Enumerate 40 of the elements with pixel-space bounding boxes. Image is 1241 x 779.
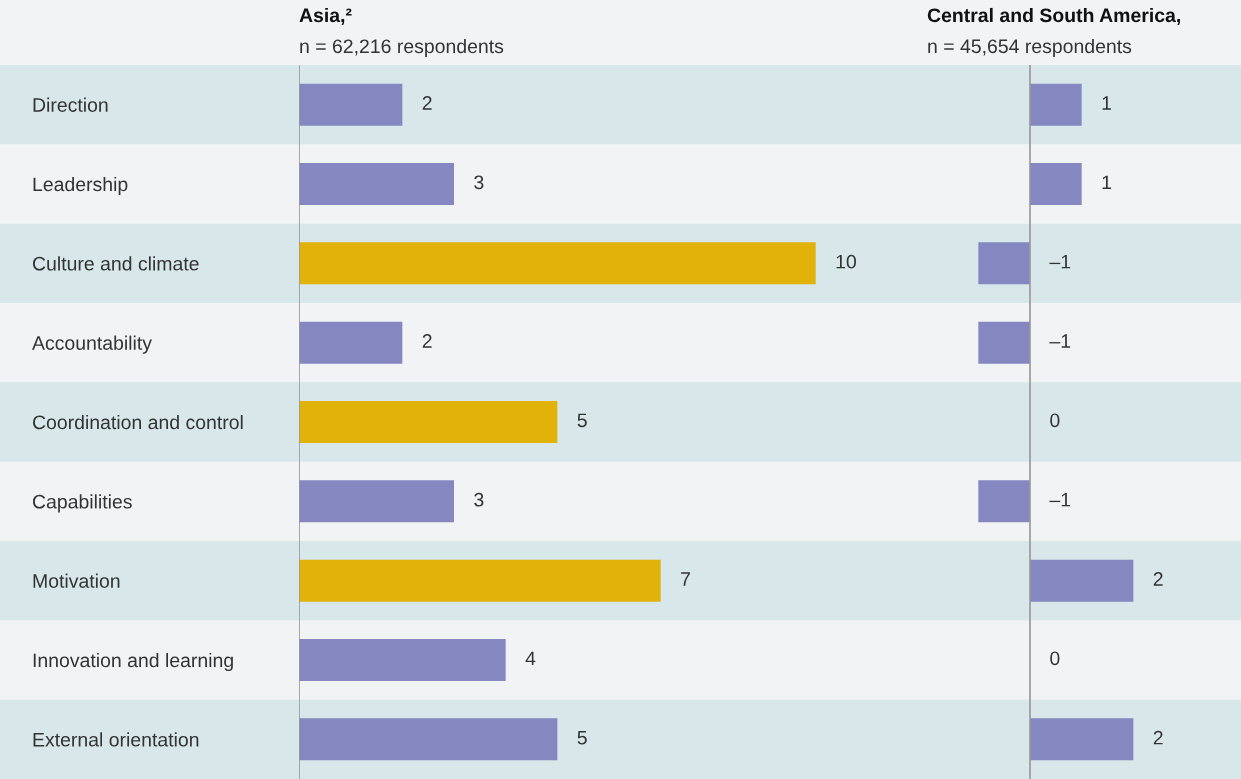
data-label: 2: [1153, 730, 1163, 745]
data-label: 7: [681, 572, 690, 586]
y-tick-label: Motivation: [33, 573, 120, 588]
data-label: 0: [1050, 413, 1060, 428]
bar: [299, 480, 454, 523]
y-tick-label: Direction: [33, 97, 108, 112]
bar: [299, 83, 403, 126]
chart-title: Central and South America,: [927, 7, 1180, 26]
data-label: 2: [422, 96, 432, 110]
bar: [299, 321, 403, 364]
data-label: –1: [1049, 492, 1071, 507]
y-tick-label: Accountability: [32, 335, 152, 354]
chart-subtitle: n = 45,654 respondents: [928, 38, 1132, 58]
chart-title: Asia,²: [299, 7, 352, 26]
data-label: 0: [1050, 651, 1060, 666]
bar: [299, 162, 454, 206]
data-label: 2: [422, 334, 432, 348]
y-tick-label: Innovation and learning: [33, 652, 233, 672]
data-label: –1: [1049, 334, 1071, 348]
bar: [299, 400, 558, 444]
data-label: 5: [577, 730, 587, 745]
data-label: 10: [836, 254, 856, 269]
bar: [299, 638, 506, 682]
data-label: 5: [577, 413, 587, 428]
y-tick-label: External orientation: [33, 732, 199, 747]
data-label: 1: [1102, 175, 1111, 190]
data-label: 4: [525, 651, 536, 666]
y-tick-label: Leadership: [33, 176, 128, 196]
y-tick-label: Culture and climate: [32, 256, 199, 271]
y-tick-label: Coordination and control: [32, 414, 243, 430]
bar: [299, 242, 816, 285]
bar: [299, 559, 661, 602]
data-label: –1: [1049, 254, 1071, 269]
data-label: 2: [1153, 572, 1163, 586]
chart-subtitle: n = 62,216 respondents: [300, 38, 504, 58]
y-tick-label: Capabilities: [32, 494, 132, 513]
data-label: 3: [474, 175, 484, 190]
data-label: 1: [1102, 96, 1111, 110]
bar: [299, 718, 558, 761]
data-label: 3: [474, 492, 484, 507]
